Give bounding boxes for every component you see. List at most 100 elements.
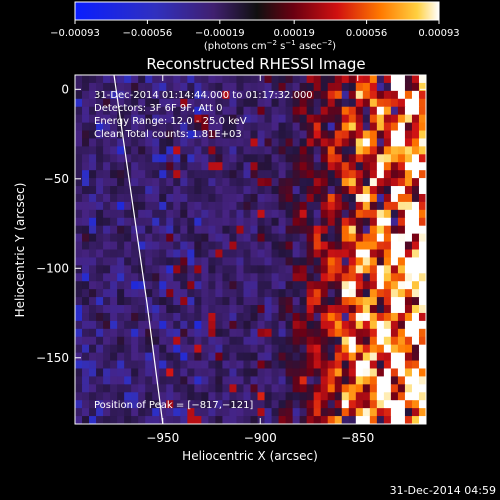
heatmap-cell xyxy=(159,186,167,195)
heatmap-cell xyxy=(334,273,343,282)
heatmap-cell xyxy=(285,233,294,243)
heatmap-cell xyxy=(96,344,104,354)
heatmap-cell xyxy=(390,352,399,362)
heatmap-cell xyxy=(145,392,153,401)
heatmap-cell xyxy=(341,114,350,124)
heatmap-cell xyxy=(75,217,83,227)
heatmap-cell xyxy=(75,400,83,409)
heatmap-cell xyxy=(138,289,146,298)
heatmap-cell xyxy=(138,312,146,322)
heatmap-cell xyxy=(201,408,209,417)
heatmap-cell xyxy=(229,233,237,243)
heatmap-cell xyxy=(376,273,385,282)
heatmap-cell xyxy=(250,416,259,424)
heatmap-cell xyxy=(376,384,385,393)
heatmap-cell xyxy=(348,281,357,290)
heatmap-cell xyxy=(208,75,216,84)
heatmap-cell xyxy=(229,400,237,409)
heatmap-cell xyxy=(362,249,371,258)
heatmap-cell xyxy=(313,289,322,298)
heatmap-cell xyxy=(222,400,230,409)
heatmap-cell xyxy=(418,154,426,163)
heatmap-cell xyxy=(145,344,153,354)
heatmap-cell xyxy=(173,344,181,354)
heatmap-cell xyxy=(306,209,315,219)
heatmap-cell xyxy=(152,146,160,155)
heatmap-cell xyxy=(82,360,90,369)
heatmap-cell xyxy=(418,130,426,139)
heatmap-cell xyxy=(264,241,273,250)
heatmap-cell xyxy=(180,400,188,409)
heatmap-cell xyxy=(404,416,413,424)
heatmap-cell xyxy=(390,122,399,132)
heatmap-cell xyxy=(173,193,181,203)
heatmap-cell xyxy=(264,122,273,132)
heatmap-cell xyxy=(369,130,378,139)
heatmap-cell xyxy=(404,225,413,235)
heatmap-cell xyxy=(355,257,364,266)
heatmap-cell xyxy=(131,352,139,362)
heatmap-cell xyxy=(208,408,216,417)
heatmap-cell xyxy=(306,265,315,274)
heatmap-cell xyxy=(82,209,90,219)
heatmap-cell xyxy=(278,138,287,147)
heatmap-cell xyxy=(355,392,364,401)
colorbar-unit-label: (photons cm−2 s−1 asec−2) xyxy=(204,39,336,52)
heatmap-cell xyxy=(285,201,294,211)
heatmap-cell xyxy=(369,297,378,306)
heatmap-cell xyxy=(173,162,181,171)
heatmap-cell xyxy=(348,368,357,377)
heatmap-cell xyxy=(271,201,280,211)
heatmap-cell xyxy=(369,289,378,298)
heatmap-cell xyxy=(271,305,280,314)
heatmap-cell xyxy=(327,360,336,369)
heatmap-cell xyxy=(271,360,280,369)
heatmap-cell xyxy=(334,408,343,417)
heatmap-cell xyxy=(194,297,202,306)
heatmap-cell xyxy=(194,170,202,179)
heatmap-cell xyxy=(355,273,364,282)
heatmap-cell xyxy=(250,249,259,258)
heatmap-cell xyxy=(124,257,132,266)
heatmap-cell xyxy=(292,186,301,195)
heatmap-cell xyxy=(271,392,280,401)
heatmap-cell xyxy=(355,297,364,306)
heatmap-cell xyxy=(362,122,371,132)
heatmap-cell xyxy=(187,352,195,362)
heatmap-cell xyxy=(327,297,336,306)
heatmap-cell xyxy=(271,225,280,235)
heatmap-cell xyxy=(271,233,280,243)
heatmap-cell xyxy=(257,98,266,108)
heatmap-cell xyxy=(390,162,399,171)
heatmap-cell xyxy=(194,312,202,322)
heatmap-cell xyxy=(348,352,357,362)
heatmap-cell xyxy=(236,368,244,377)
heatmap-cell xyxy=(229,75,237,84)
heatmap-cell xyxy=(362,352,371,362)
heatmap-cell xyxy=(131,209,139,219)
heatmap-cell xyxy=(138,130,146,139)
heatmap-cell xyxy=(397,392,406,401)
heatmap-cell xyxy=(278,233,287,243)
heatmap-cell xyxy=(208,209,216,219)
heatmap-cell xyxy=(278,170,287,179)
heatmap-cell xyxy=(411,392,420,401)
heatmap-cell xyxy=(117,352,125,362)
heatmap-cell xyxy=(278,265,287,274)
heatmap-cell xyxy=(166,392,174,401)
heatmap-cell xyxy=(278,305,287,314)
heatmap-cell xyxy=(215,170,223,179)
heatmap-cell xyxy=(341,344,350,354)
heatmap-cell xyxy=(117,312,125,322)
heatmap-cell xyxy=(243,392,251,401)
heatmap-cell xyxy=(285,98,294,108)
heatmap-cell xyxy=(96,273,104,282)
heatmap-cell xyxy=(341,193,350,203)
heatmap-cell xyxy=(397,360,406,369)
heatmap-cell xyxy=(404,297,413,306)
heatmap-cell xyxy=(110,257,118,266)
heatmap-cell xyxy=(355,336,364,346)
heatmap-cell xyxy=(376,82,385,92)
heatmap-cell xyxy=(187,257,195,266)
heatmap-cell xyxy=(229,82,237,92)
